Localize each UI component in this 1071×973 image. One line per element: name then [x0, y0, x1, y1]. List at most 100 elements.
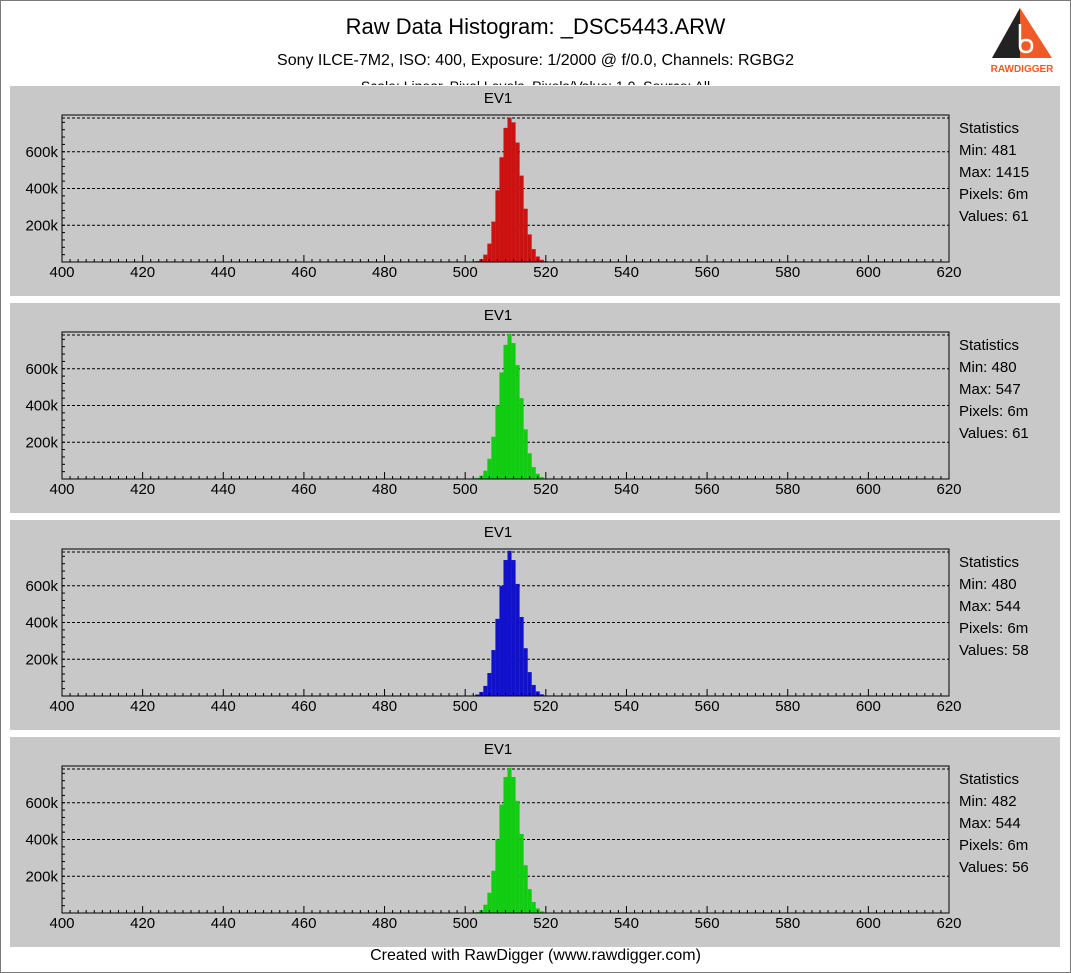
histogram-bar: [511, 777, 516, 913]
histogram-bar: [503, 127, 508, 262]
histogram-bar: [511, 122, 516, 262]
histogram-bar: [491, 221, 496, 262]
stats-max-3: Max: 544: [959, 598, 1021, 615]
stats-header-4: Statistics: [959, 771, 1020, 788]
stats-values-2: Values: 61: [959, 425, 1029, 442]
x-tick-label-11: 620: [936, 481, 961, 498]
x-tick-label-2: 440: [211, 698, 236, 715]
histogram-bar: [539, 477, 544, 479]
histogram-bar: [487, 458, 492, 479]
x-tick-label-6: 520: [533, 915, 558, 932]
report-title: Raw Data Histogram: _DSC5443.ARW: [345, 14, 726, 39]
histogram-bar: [515, 365, 520, 479]
stats-pixels-1: Pixels: 6m: [959, 186, 1029, 203]
x-tick-label-8: 560: [695, 481, 720, 498]
histogram-bar: [507, 767, 512, 913]
x-tick-label-0: 400: [49, 481, 74, 498]
histogram-bar: [527, 453, 532, 479]
y-tick-label-0: 200k: [25, 434, 58, 451]
histogram-bar: [491, 436, 496, 479]
histogram-bar: [531, 901, 536, 913]
stats-block-4: Statistics Min: 482 Max: 544 Pixels: 6m …: [959, 769, 1059, 879]
histogram-panel-1: 200k 400k 600k 400 420 440 460 480 500 520 540 560 5…: [10, 86, 1060, 296]
x-tick-label-9: 580: [775, 698, 800, 715]
stats-min-4: Min: 482: [959, 793, 1017, 810]
histogram-bar: [491, 870, 496, 913]
stats-pixels-3: Pixels: 6m: [959, 620, 1029, 637]
histogram-bar: [475, 477, 480, 479]
histogram-bar: [483, 685, 488, 696]
x-tick-label-4: 480: [372, 264, 397, 281]
histogram-bar: [531, 684, 536, 696]
x-tick-label-0: 400: [49, 264, 74, 281]
histogram-bar: [495, 618, 500, 696]
histogram-chart-4: 200k 400k 600k 400 420 440 460 480 500 520 540 560 5…: [25, 765, 962, 932]
histogram-bar: [495, 839, 500, 913]
y-tick-label-0: 200k: [25, 217, 58, 234]
x-tick-label-1: 420: [130, 698, 155, 715]
histogram-bar: [519, 175, 524, 262]
y-tick-label-2: 600k: [25, 578, 58, 595]
stats-max-1: Max: 1415: [959, 164, 1030, 181]
x-tick-label-4: 480: [372, 481, 397, 498]
logo-triangle-shadow: [992, 8, 1020, 58]
histogram-bar: [487, 243, 492, 262]
x-tick-label-8: 560: [695, 264, 720, 281]
x-tick-label-2: 440: [211, 481, 236, 498]
x-tick-label-7: 540: [614, 481, 639, 498]
histogram-bar: [507, 550, 512, 696]
histogram-bar: [503, 344, 508, 479]
x-tick-label-2: 440: [211, 264, 236, 281]
histogram-bar: [495, 405, 500, 479]
histogram-title-3: EV1: [483, 524, 513, 541]
report-subtitle: Sony ILCE-7M2, ISO: 400, Exposure: 1/200…: [277, 52, 794, 69]
stats-pixels-2: Pixels: 6m: [959, 403, 1029, 420]
histogram-bar: [499, 804, 504, 913]
x-tick-label-4: 480: [372, 915, 397, 932]
x-tick-label-7: 540: [614, 264, 639, 281]
report-subtitle-secondary: Scale: Linear, Pixel Levels, Pixels/Valu…: [0, 79, 1071, 85]
x-tick-label-9: 580: [775, 915, 800, 932]
stats-header-1: Statistics: [959, 120, 1020, 137]
x-tick-label-9: 580: [775, 264, 800, 281]
histogram-bar: [507, 117, 512, 262]
y-tick-label-0: 200k: [25, 651, 58, 668]
x-tick-label-5: 500: [453, 915, 478, 932]
histogram-bar: [499, 157, 504, 262]
histogram-bar: [539, 259, 544, 262]
x-tick-label-4: 480: [372, 698, 397, 715]
histogram-bar: [507, 333, 512, 479]
histogram-bar: [499, 372, 504, 479]
stats-max-4: Max: 544: [959, 815, 1021, 832]
x-tick-label-10: 600: [856, 698, 881, 715]
y-tick-label-1: 400k: [25, 615, 58, 632]
x-tick-label-11: 620: [936, 915, 961, 932]
histogram-bar: [515, 800, 520, 913]
histogram-bar: [519, 833, 524, 913]
histogram-bar: [515, 142, 520, 262]
x-tick-label-1: 420: [130, 915, 155, 932]
x-tick-label-8: 560: [695, 915, 720, 932]
y-tick-label-2: 600k: [25, 361, 58, 378]
histogram-bar: [495, 190, 500, 262]
stats-values-3: Values: 58: [959, 642, 1029, 659]
x-tick-label-9: 580: [775, 481, 800, 498]
stats-header-3: Statistics: [959, 554, 1020, 571]
histogram-bar: [483, 254, 488, 262]
histogram-bar: [511, 560, 516, 696]
x-tick-label-6: 520: [533, 264, 558, 281]
logo-dig-symbol: [1018, 24, 1034, 54]
stats-min-3: Min: 480: [959, 576, 1017, 593]
stats-min-2: Min: 480: [959, 359, 1017, 376]
stats-values-1: Values: 61: [959, 208, 1029, 225]
x-tick-label-2: 440: [211, 915, 236, 932]
histogram-bar: [539, 694, 544, 696]
logo-wordmark: RAWDIGGER: [991, 64, 1054, 75]
histogram-bar: [523, 208, 528, 262]
y-tick-label-2: 600k: [25, 144, 58, 161]
histogram-bar: [511, 343, 516, 479]
histogram-bar: [531, 467, 536, 479]
stats-block-3: Statistics Min: 480 Max: 544 Pixels: 6m …: [959, 552, 1059, 662]
x-tick-label-3: 460: [291, 264, 316, 281]
x-tick-label-3: 460: [291, 481, 316, 498]
